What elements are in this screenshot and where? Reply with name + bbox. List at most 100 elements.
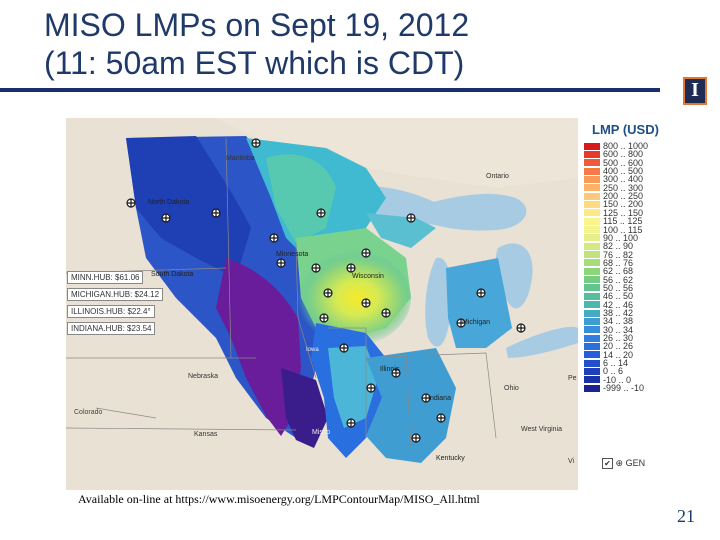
legend-gen-toggle[interactable]: ✔ ⊕ GEN: [602, 458, 645, 469]
legend-range-label: 400 .. 500: [603, 166, 644, 177]
legend-swatch: [584, 234, 600, 242]
title-divider: [0, 88, 660, 92]
legend-range-label: 50 .. 56: [603, 282, 634, 293]
legend-row: 76 .. 82: [584, 250, 633, 259]
label-ontario: Ontario: [486, 173, 509, 180]
contour-missouri: [281, 368, 328, 448]
canada-region: [216, 118, 578, 188]
lake-huron-north: [411, 193, 527, 231]
gen-marker[interactable]: [366, 383, 376, 393]
legend-range-label: 46 .. 50: [603, 291, 634, 302]
legend-swatch: [584, 276, 600, 284]
legend-row: 400 .. 500: [584, 166, 644, 177]
legend-swatch: [584, 259, 600, 267]
contour-illinois-light: [328, 346, 378, 428]
legend-row: 20 .. 26: [584, 342, 633, 351]
gen-marker[interactable]: [126, 198, 136, 208]
legend-range-label: 38 .. 42: [603, 308, 634, 318]
gen-marker[interactable]: [406, 213, 416, 223]
label-missouri: Misso: [312, 429, 330, 436]
legend-swatch: [584, 242, 600, 250]
contour-dakotas: [126, 136, 251, 278]
gen-marker[interactable]: [411, 433, 421, 443]
gen-marker[interactable]: [361, 248, 371, 258]
hub-label-minn: MINN.HUB: $61.06: [67, 271, 144, 284]
gen-marker[interactable]: [269, 233, 279, 243]
legend-swatch: [584, 167, 600, 175]
legend-swatch: [584, 159, 600, 167]
gen-marker[interactable]: [516, 323, 526, 333]
gen-marker[interactable]: [361, 298, 371, 308]
gen-marker[interactable]: [391, 368, 401, 378]
legend-row: 300 .. 400: [584, 175, 643, 184]
legend-swatch: [584, 351, 600, 359]
gen-marker[interactable]: [211, 208, 221, 218]
gen-marker[interactable]: [161, 213, 171, 223]
contour-upper-michigan: [366, 213, 436, 248]
legend-range-label: 26 .. 30: [603, 333, 634, 344]
gen-marker[interactable]: [456, 318, 466, 328]
label-west-virginia: West Virginia: [521, 426, 562, 433]
contour-indiana: [366, 348, 456, 463]
gen-marker[interactable]: [319, 313, 329, 323]
legend-swatch: [584, 342, 600, 350]
legend-range-label: 42 .. 46: [603, 299, 634, 310]
page-number: 21: [677, 506, 695, 526]
university-logo: [683, 77, 707, 105]
legend-swatch: [584, 150, 600, 158]
legend-row: 115 .. 125: [584, 217, 642, 226]
gen-marker[interactable]: [421, 393, 431, 403]
gen-marker[interactable]: [436, 413, 446, 423]
legend-swatch: [584, 251, 600, 259]
legend-range-label: 82 .. 90: [603, 241, 634, 252]
legend-row: 125 .. 150: [584, 207, 644, 218]
legend-range-label: 125 .. 150: [603, 207, 644, 218]
gen-marker[interactable]: [346, 418, 356, 428]
lake-michigan: [425, 257, 452, 347]
gen-marker[interactable]: [346, 263, 356, 273]
gen-markers[interactable]: [126, 138, 526, 443]
legend-range-label: 600 .. 800: [603, 149, 644, 160]
legend-range-label: 62 .. 68: [603, 266, 634, 277]
label-indiana: Indiana: [428, 395, 451, 402]
gen-marker[interactable]: [311, 263, 321, 273]
gen-marker[interactable]: [339, 343, 349, 353]
lake-huron: [495, 243, 533, 309]
label-illinois: Illinois: [380, 366, 400, 373]
label-north-dakota: North Dakota: [148, 199, 189, 206]
gen-marker[interactable]: [316, 208, 326, 218]
gen-marker[interactable]: [476, 288, 486, 298]
legend-swatch: [584, 376, 600, 384]
lake-erie: [506, 326, 578, 358]
legend-row: 14 .. 20: [584, 350, 633, 359]
gen-marker[interactable]: [323, 288, 333, 298]
gen-marker[interactable]: [251, 138, 261, 148]
legend-swatch: [584, 184, 600, 192]
contour-hotspot: [291, 250, 411, 346]
legend-row: 0 .. 6: [584, 367, 623, 376]
title-line-1: MISO LMPs on Sept 19, 2012: [44, 7, 470, 43]
title-line-2: (11: 50am EST which is CDT): [44, 45, 465, 81]
label-minnesota: Minnesota: [276, 251, 308, 258]
gen-marker[interactable]: [276, 258, 286, 268]
label-iowa: Iowa: [306, 347, 319, 353]
contour-iowa-purple: [216, 258, 301, 436]
label-michigan: Michigan: [462, 319, 490, 326]
legend-row: 50 .. 56: [584, 282, 634, 293]
legend-range-label: 200 .. 250: [603, 191, 644, 202]
label-manitoba: Manitoba: [226, 155, 255, 162]
legend-row: 34 .. 38: [584, 316, 634, 327]
lmp-legend: LMP (USD) 800 .. 1000 600 .. 800 500 .. 60…: [578, 118, 672, 490]
legend-row: -10 .. 0: [584, 375, 631, 384]
hub-label-indiana: INDIANA.HUB: $23.54: [67, 322, 156, 335]
legend-range-label: 34 .. 38: [603, 316, 634, 327]
label-penn: Pe: [568, 375, 577, 382]
legend-swatch: [584, 292, 600, 300]
checkbox-icon[interactable]: ✔: [602, 458, 613, 469]
legend-swatch: [584, 142, 600, 150]
legend-row: 800 .. 1000: [584, 142, 648, 151]
gen-marker[interactable]: [381, 308, 391, 318]
legend-row: 250 .. 300: [584, 183, 643, 192]
lmp-contour-map[interactable]: Manitoba Ontario North Dakota South Dako…: [66, 118, 578, 490]
contour-north-mn: [266, 154, 336, 243]
